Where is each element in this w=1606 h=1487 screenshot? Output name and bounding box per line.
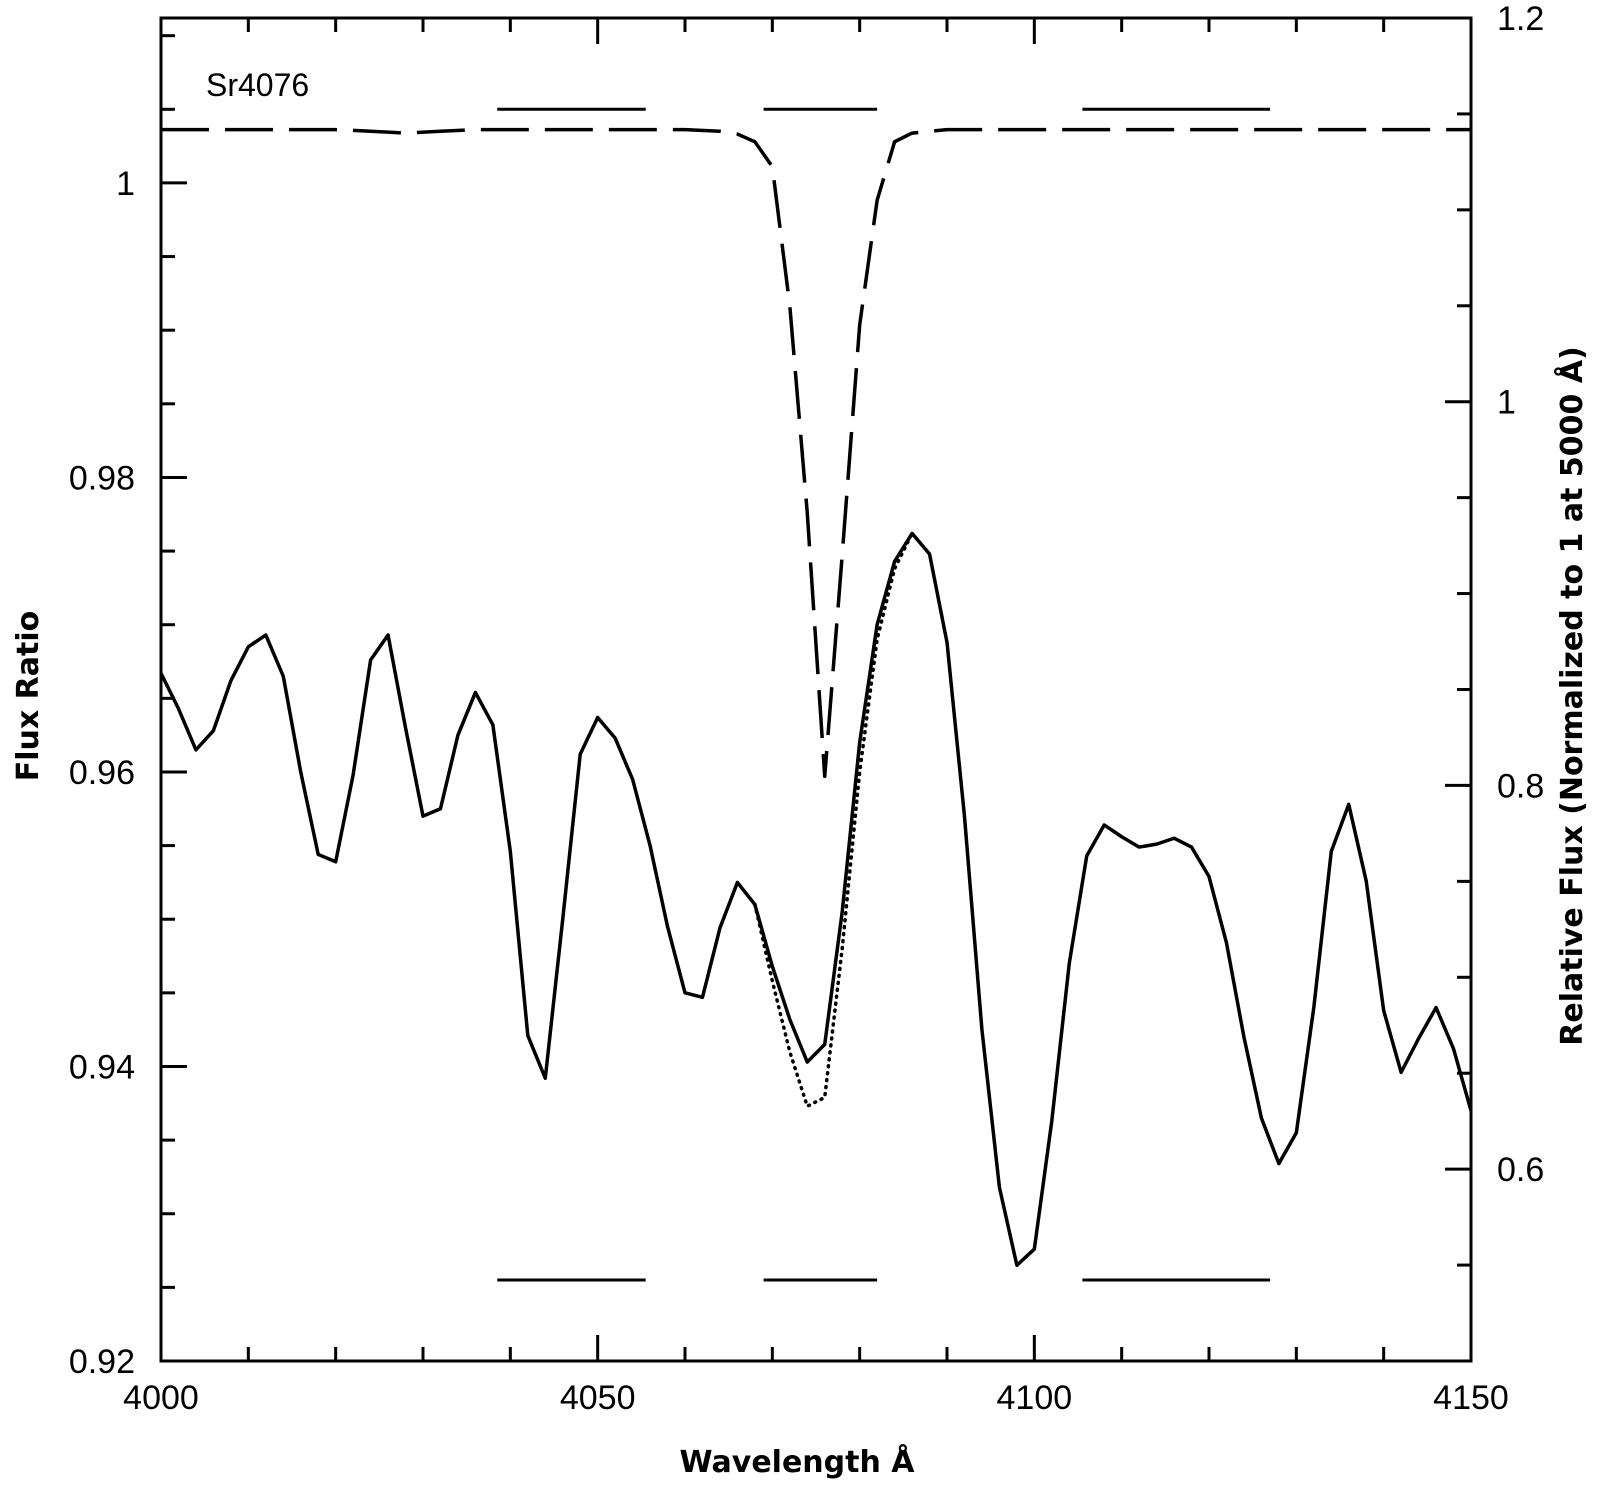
axis-ticks bbox=[159, 16, 1473, 1363]
y2-tick-label: 0.6 bbox=[1497, 1151, 1544, 1189]
series-line-dotted bbox=[753, 531, 914, 1108]
y2-tick-label: 1.2 bbox=[1497, 0, 1544, 38]
plot-marks bbox=[161, 107, 1471, 1282]
y-tick-label: 0.92 bbox=[69, 1343, 135, 1381]
y-tick-label: 0.98 bbox=[69, 459, 135, 497]
x-axis-label: Wavelength Å bbox=[680, 1443, 916, 1480]
x-tick-label: 4050 bbox=[560, 1379, 636, 1417]
x-tick-label: 4100 bbox=[997, 1379, 1073, 1417]
y2-tick-label: 0.8 bbox=[1497, 767, 1544, 805]
y-axis-label: Flux Ratio bbox=[11, 611, 46, 782]
x-tick-label: 4000 bbox=[123, 1379, 199, 1417]
y-tick-label: 0.96 bbox=[69, 754, 135, 792]
series-line-relative-flux bbox=[161, 127, 1471, 779]
series-line-flux-ratio bbox=[161, 531, 1471, 1268]
plot-frame bbox=[159, 16, 1473, 1363]
x-tick-label: 4150 bbox=[1433, 1379, 1509, 1417]
y-tick-label: 1 bbox=[116, 165, 135, 203]
data-layer bbox=[161, 107, 1471, 1282]
y-tick-label: 0.94 bbox=[69, 1048, 135, 1086]
tick-labels: 4000 4050 4100 4150 0.92 0.94 0.96 0.98 1 0.6 0.8 1… bbox=[69, 0, 1544, 1417]
y2-axis-label: Relative Flux (Normalized to 1 at 5000 Å… bbox=[1553, 346, 1590, 1046]
y2-tick-label: 1 bbox=[1497, 384, 1516, 422]
chart-annotation: Sr4076 bbox=[206, 67, 309, 103]
